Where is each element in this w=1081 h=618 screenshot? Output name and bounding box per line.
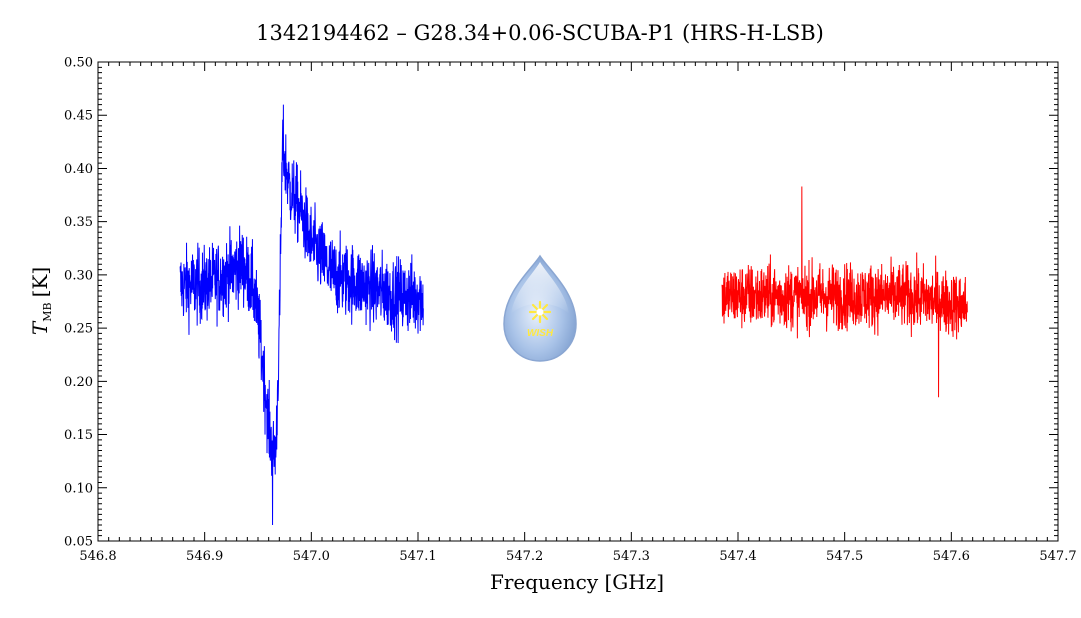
tick-marks [97, 61, 1059, 542]
y-axis-subscript: MB [41, 302, 54, 321]
y-axis-unit: [K] [28, 267, 52, 298]
x-tick-label: 547.7 [1039, 549, 1076, 564]
y-tick-label: 0.40 [64, 162, 93, 177]
axis-ticks [97, 61, 1059, 542]
series-line-2 [721, 186, 968, 398]
y-axis-symbol: T [28, 320, 52, 335]
x-tick-label: 547.2 [506, 549, 543, 564]
x-tick-label: 547.4 [719, 549, 756, 564]
x-tick-label: 546.9 [186, 549, 223, 564]
y-tick-label: 0.50 [64, 56, 93, 71]
y-tick-label: 0.25 [64, 322, 93, 337]
x-tick-label: 546.8 [79, 549, 116, 564]
series-layer [179, 104, 968, 526]
y-tick-label: 0.10 [64, 481, 93, 496]
series-line-1 [179, 104, 424, 526]
x-tick-labels: 546.8 546.9 547.0 547.1 547.2 547.3 547.4 547.5… [79, 549, 1076, 564]
x-tick-label: 547.5 [826, 549, 863, 564]
x-tick-label: 547.1 [399, 549, 436, 564]
y-tick-label: 0.35 [64, 215, 93, 230]
y-tick-label: 0.45 [64, 109, 93, 124]
y-axis-label: TMB [K] [28, 267, 54, 335]
chart-title: 1342194462 – G28.34+0.06-SCUBA-P1 (HRS-H… [256, 21, 824, 45]
y-tick-labels: 0.05 0.10 0.15 0.20 0.25 0.30 0.35 0.40 0.45 0.50 [64, 56, 93, 550]
y-tick-label: 0.20 [64, 375, 93, 390]
y-tick-label: 0.05 [64, 535, 93, 550]
y-tick-label: 0.30 [64, 268, 93, 283]
x-tick-label: 547.3 [613, 549, 650, 564]
x-axis-label: Frequency [GHz] [490, 570, 664, 594]
x-tick-label: 547.0 [293, 549, 330, 564]
wish-logo: WISH [503, 254, 577, 362]
logo-label: WISH [527, 328, 554, 339]
x-tick-label: 547.6 [933, 549, 970, 564]
y-tick-label: 0.15 [64, 428, 93, 443]
